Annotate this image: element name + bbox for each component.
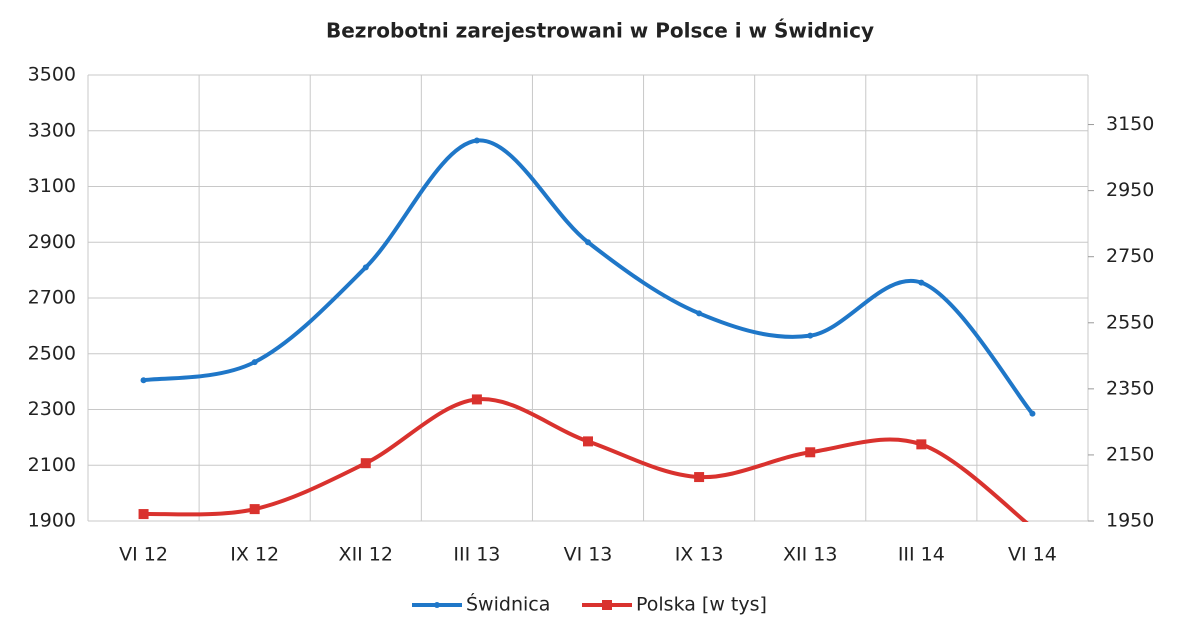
- point-marker: [805, 447, 816, 458]
- point-marker: [807, 332, 814, 339]
- x-tick-label: VI 13: [564, 544, 613, 566]
- y2-tick-label: 2550: [1106, 311, 1154, 333]
- y2-tick-label: 3150: [1106, 113, 1154, 135]
- y2-tick-label: 2150: [1106, 443, 1154, 465]
- y-tick-label: 2300: [28, 398, 76, 420]
- x-tick-label: IX 12: [230, 544, 279, 566]
- plot-area: [138, 137, 1037, 533]
- point-marker: [360, 458, 371, 469]
- y-tick-label: 2700: [28, 287, 76, 309]
- point-marker: [362, 264, 369, 271]
- y-tick-label: 2500: [28, 342, 76, 364]
- x-tick-label: XII 12: [339, 544, 393, 566]
- point-marker: [916, 439, 927, 450]
- x-tick-label: IX 13: [675, 544, 724, 566]
- point-marker: [249, 504, 260, 515]
- y-tick-label: 2100: [28, 454, 76, 476]
- point-marker: [583, 436, 593, 447]
- y2-tick-label: 2350: [1106, 377, 1154, 399]
- point-marker: [1027, 523, 1037, 533]
- x-tick-label: VI 14: [1008, 544, 1057, 566]
- point-marker: [140, 377, 147, 384]
- y-tick-label: 3300: [28, 119, 76, 141]
- y2-tick-label: 2750: [1106, 245, 1154, 267]
- y-tick-label: 2900: [28, 231, 76, 253]
- point-marker: [251, 359, 258, 366]
- y-tick-label: 1900: [28, 510, 76, 532]
- y-tick-label: 3100: [28, 175, 76, 197]
- x-tick-label: XII 13: [783, 544, 837, 566]
- chart-title: Bezrobotni zarejestrowani w Polsce i w Ś…: [326, 19, 874, 43]
- x-tick-label: III 13: [453, 544, 500, 566]
- series-line: [143, 397, 1029, 522]
- point-marker: [471, 394, 482, 405]
- legend-marker: [602, 600, 612, 610]
- point-marker: [1029, 410, 1036, 417]
- legend-marker: [434, 602, 440, 608]
- y-tick-label: 3500: [28, 64, 76, 86]
- point-marker: [138, 509, 149, 520]
- y2-tick-label: 1950: [1106, 510, 1154, 532]
- x-tick-label: III 14: [898, 544, 945, 566]
- point-marker: [473, 137, 480, 144]
- series-line: [143, 138, 1034, 415]
- point-marker: [918, 279, 925, 286]
- point-marker: [696, 310, 703, 317]
- x-tick-label: VI 12: [119, 544, 168, 566]
- y2-tick-label: 2950: [1106, 179, 1154, 201]
- legend-label: Świdnica: [466, 592, 550, 616]
- legend-label: Polska [w tys]: [636, 594, 767, 616]
- point-marker: [585, 239, 591, 246]
- point-marker: [694, 472, 705, 483]
